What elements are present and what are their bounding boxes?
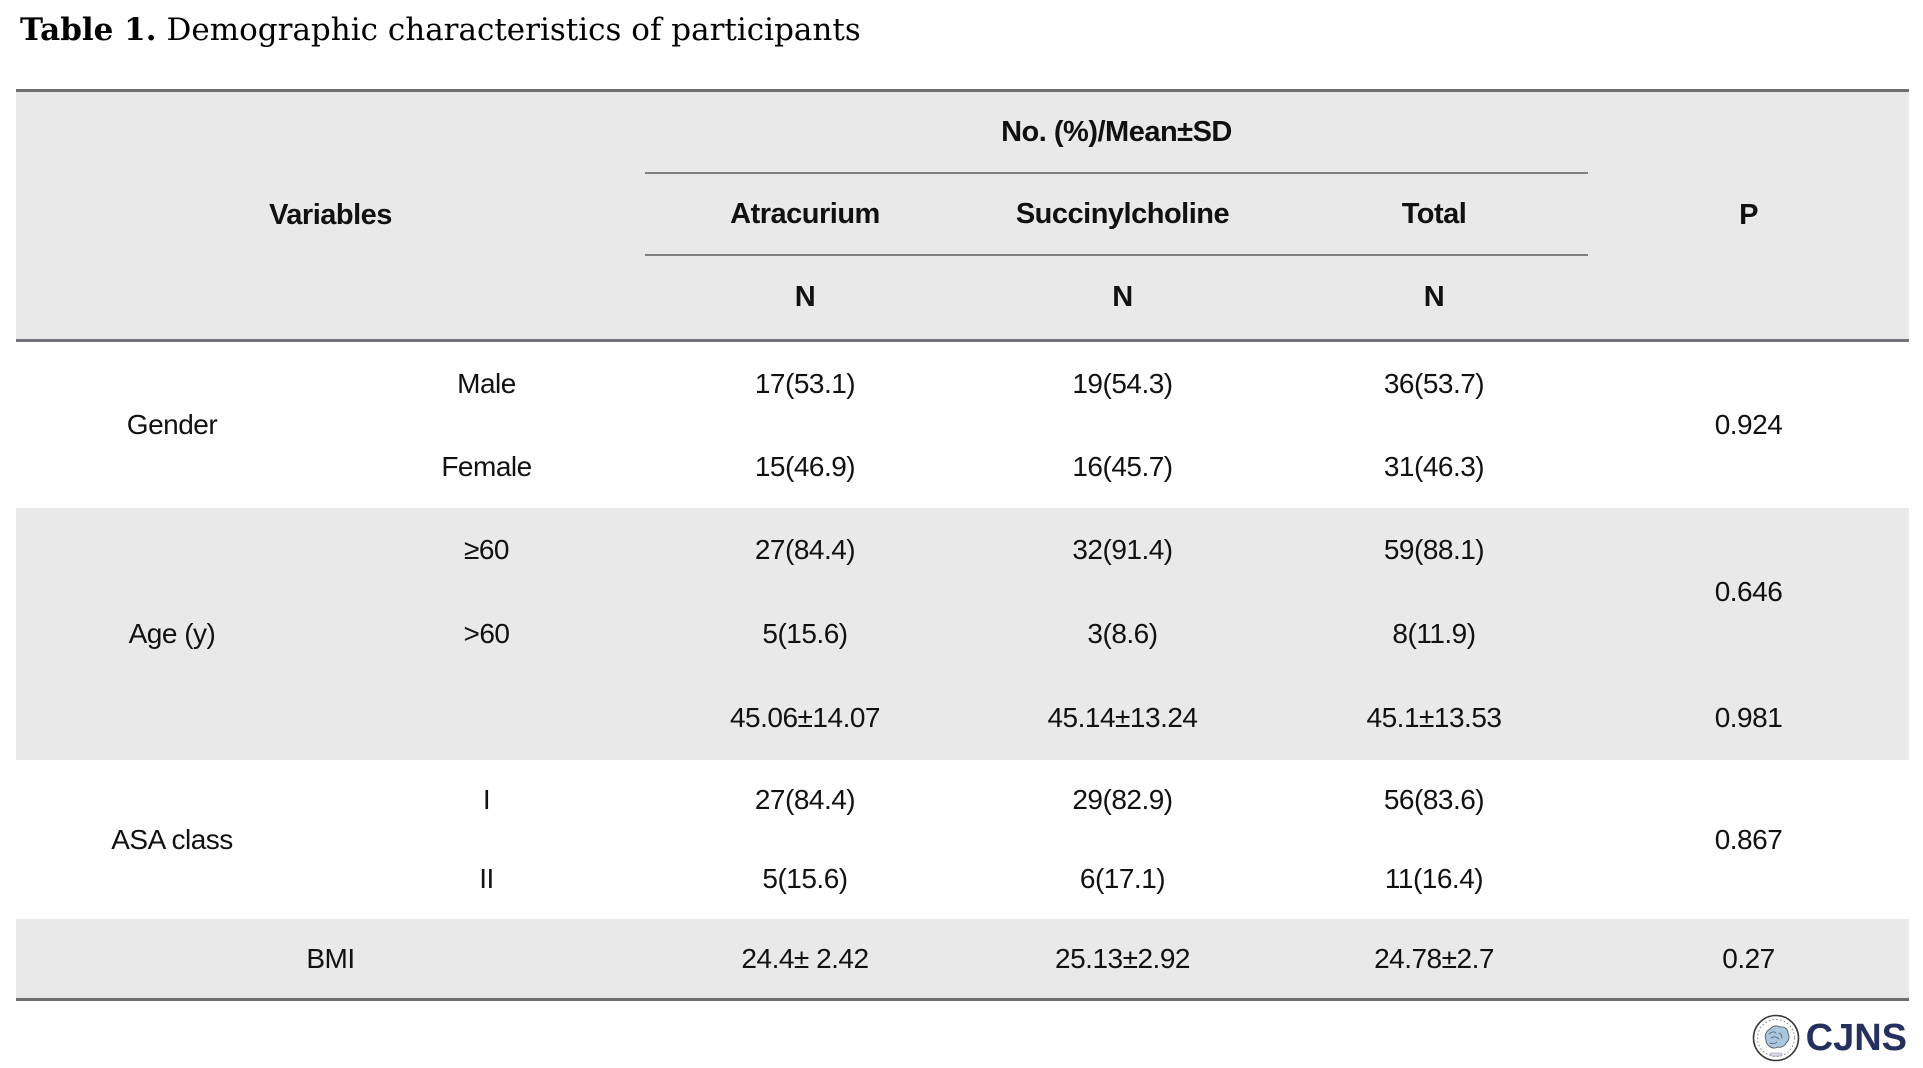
journal-brand-text: CJNS <box>1805 1016 1907 1059</box>
band-bmi <box>16 919 1909 998</box>
category-age-gt60: >60 <box>463 618 511 649</box>
journal-brand: CJNS <box>1752 1012 1907 1064</box>
header-subcol-n-total: N <box>1423 281 1445 313</box>
value-age-ge60-succinylcholine: 32(91.4) <box>1072 534 1173 565</box>
value-bmi-succinylcholine: 25.13±2.92 <box>1055 942 1190 974</box>
row-label-asa-class: ASA class <box>111 823 233 855</box>
row-label-gender: Gender <box>126 409 218 440</box>
category-age-ge60: ≥60 <box>463 534 510 565</box>
value-female-succinylcholine: 16(45.7) <box>1072 450 1173 482</box>
header-col-atracurium: Atracurium <box>645 174 965 256</box>
value-age-mean-succinylcholine: 45.14±13.24 <box>1047 702 1198 733</box>
header-p: P <box>1739 199 1758 231</box>
p-value-gender: 0.924 <box>1714 409 1783 440</box>
category-female: Female <box>441 450 532 482</box>
value-age-mean-atracurium: 45.06±14.07 <box>729 702 881 733</box>
category-asa-i: I <box>482 783 491 815</box>
header-variables: Variables <box>269 199 392 231</box>
value-asa-ii-atracurium: 5(15.6) <box>762 863 848 894</box>
p-value-bmi: 0.27 <box>1722 942 1775 974</box>
value-age-ge60-total: 59(88.1) <box>1383 534 1485 565</box>
value-bmi-atracurium: 24.4± 2.42 <box>741 942 869 974</box>
table-caption-text: Demographic characteristics of participa… <box>166 12 861 48</box>
p-value-age-groups: 0.646 <box>1714 576 1783 607</box>
table-caption: Table 1. Demographic characteristics of p… <box>20 12 861 48</box>
header-col-succinylcholine: Succinylcholine <box>965 174 1280 256</box>
value-asa-i-succinylcholine: 29(82.9) <box>1072 783 1173 815</box>
value-asa-i-atracurium: 27(84.4) <box>754 783 856 815</box>
value-asa-ii-succinylcholine: 6(17.1) <box>1079 863 1166 894</box>
value-male-atracurium: 17(53.1) <box>754 367 856 399</box>
value-asa-ii-total: 11(16.4) <box>1384 863 1484 894</box>
value-male-succinylcholine: 19(54.3) <box>1072 367 1173 399</box>
p-value-asa: 0.867 <box>1714 823 1783 855</box>
value-female-atracurium: 15(46.9) <box>754 450 856 482</box>
value-age-gt60-atracurium: 5(15.6) <box>762 618 848 649</box>
table-body: Gender Male 17(53.1) 19(54.3) 36(53.7) F… <box>16 342 1909 1001</box>
category-asa-ii: II <box>479 863 494 894</box>
value-age-gt60-total: 8(11.9) <box>1392 618 1476 649</box>
band-gender <box>16 342 1909 508</box>
header-col-total: Total <box>1280 174 1588 256</box>
p-value-age-mean: 0.981 <box>1714 702 1783 733</box>
value-age-gt60-succinylcholine: 3(8.6) <box>1087 618 1158 649</box>
table-caption-number: Table 1. <box>20 12 157 48</box>
value-male-total: 36(53.7) <box>1383 367 1485 399</box>
value-bmi-total: 24.78±2.7 <box>1374 942 1494 974</box>
row-label-bmi: BMI <box>306 942 355 974</box>
header-subcol-n-succinylcholine: N <box>1112 281 1133 313</box>
header-group-no-pct-mean-sd: No. (%)/Mean±SD <box>645 92 1588 174</box>
band-asa <box>16 760 1909 919</box>
row-label-age: Age (y) <box>128 618 216 649</box>
value-asa-i-total: 56(83.6) <box>1383 783 1485 815</box>
band-age <box>16 508 1909 760</box>
value-female-total: 31(46.3) <box>1383 450 1485 482</box>
cjns-emblem-icon <box>1752 1014 1799 1062</box>
demographics-table: Variables No. (%)/Mean±SD Atracurium Suc… <box>16 89 1909 1001</box>
table-header: Variables No. (%)/Mean±SD Atracurium Suc… <box>16 89 1909 342</box>
value-age-ge60-atracurium: 27(84.4) <box>754 534 856 565</box>
value-age-mean-total: 45.1±13.53 <box>1366 702 1502 733</box>
category-male: Male <box>457 367 516 399</box>
header-subcol-n-atracurium: N <box>794 281 816 313</box>
